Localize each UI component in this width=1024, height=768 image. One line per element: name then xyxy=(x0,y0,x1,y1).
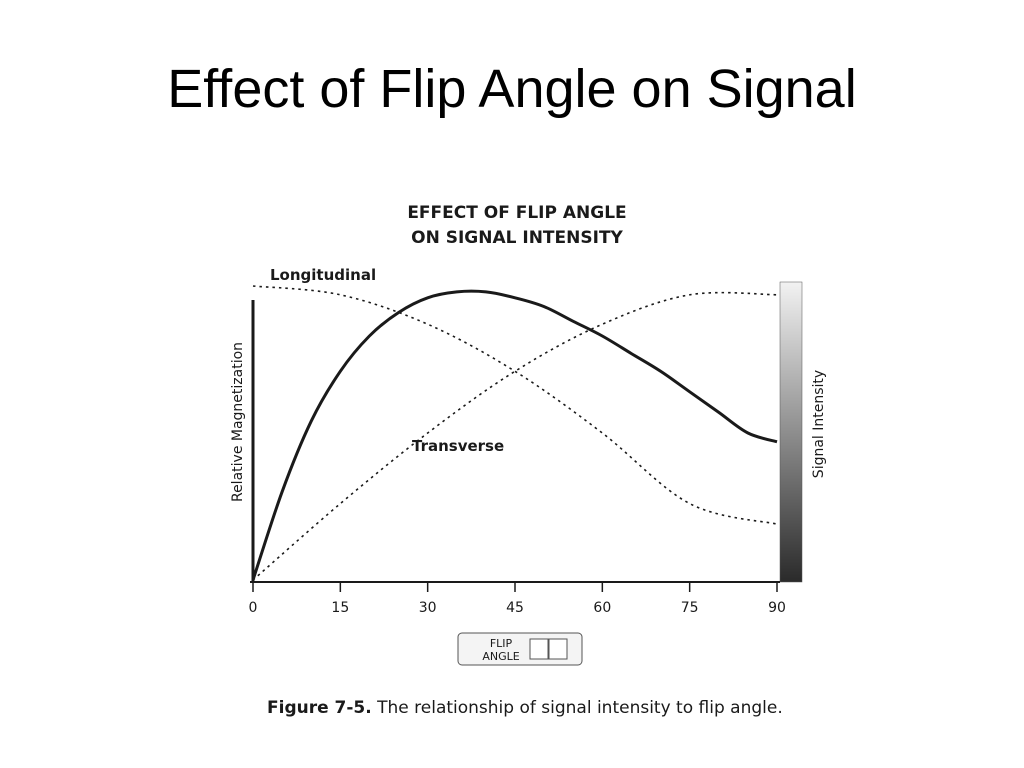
caption-figure-label: Figure 7-5. xyxy=(267,698,372,718)
chart-subtitle: ON SIGNAL INTENSITY xyxy=(411,228,623,248)
signal-intensity-gradient-bar xyxy=(779,281,803,583)
flip-angle-box-cell-2 xyxy=(548,638,568,660)
secondary-y-axis-label: Signal Intensity xyxy=(811,370,827,478)
slide-title: Effect of Flip Angle on Signal xyxy=(167,59,857,119)
series-line-longitudinal xyxy=(252,285,778,525)
flip-angle-box: FLIP ANGLE xyxy=(457,632,583,666)
series-line-signal-intensity xyxy=(251,289,778,581)
flip-angle-box-line2: ANGLE xyxy=(482,650,519,663)
caption-text: The relationship of signal intensity to … xyxy=(377,698,783,718)
figure-caption: Figure 7-5. The relationship of signal i… xyxy=(267,698,783,718)
x-tick-label-45: 45 xyxy=(506,600,524,616)
x-tick-label-15: 15 xyxy=(331,600,349,616)
x-tick-marks: 0 15 30 45 60 75 90 xyxy=(249,582,786,616)
y-axis-label: Relative Magnetization xyxy=(230,342,246,502)
chart-title: EFFECT OF FLIP ANGLE xyxy=(407,203,626,223)
x-tick-label-0: 0 xyxy=(249,600,258,616)
annotation-longitudinal: Longitudinal xyxy=(270,266,376,284)
flip-angle-box-cell-1 xyxy=(529,638,549,660)
series-line-transverse xyxy=(252,291,778,581)
x-tick-label-90: 90 xyxy=(768,600,786,616)
flip-angle-box-line1: FLIP xyxy=(490,637,513,650)
x-tick-label-60: 60 xyxy=(593,600,611,616)
series-lines xyxy=(251,285,778,581)
x-tick-label-75: 75 xyxy=(681,600,699,616)
annotation-transverse: Transverse xyxy=(412,437,504,455)
x-tick-label-30: 30 xyxy=(419,600,437,616)
